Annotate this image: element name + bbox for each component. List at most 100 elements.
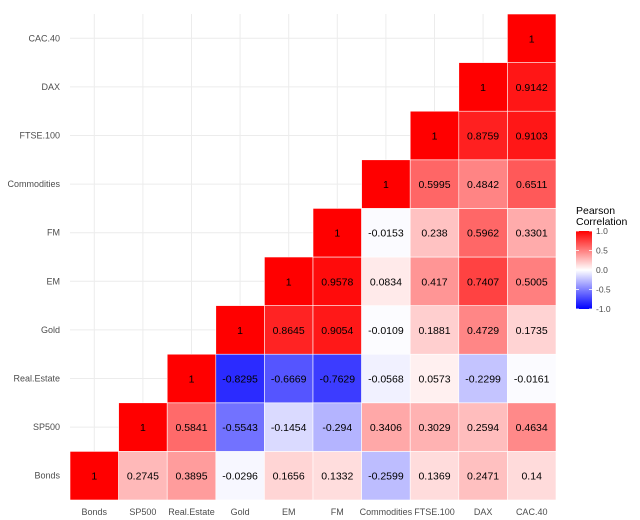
heatmap-cell <box>361 159 411 209</box>
x-tick-label: SP500 <box>129 507 156 517</box>
cell-value-label: -0.8295 <box>222 374 258 386</box>
heatmap-cell <box>409 208 460 258</box>
cell-value-label: 0.3406 <box>370 422 402 434</box>
cell-value-label: 0.2745 <box>127 471 159 483</box>
cell-value-label: 0.3029 <box>418 422 450 434</box>
y-tick-label: Bonds <box>34 471 60 481</box>
heatmap-cell <box>215 353 265 404</box>
heatmap-cell <box>507 110 557 161</box>
cell-value-label: 0.7407 <box>467 276 499 288</box>
heatmap-cell <box>264 305 314 355</box>
heatmap-cell <box>458 256 508 306</box>
cell-value-label: 0.5995 <box>418 179 450 191</box>
legend-title-line-1: Pearson <box>576 205 615 217</box>
heatmap-cell <box>166 402 217 452</box>
heatmap-cell <box>458 208 508 258</box>
x-axis-tick-labels: Bonds SP500 Real.Estate Gold EM FM Commodities… <box>82 507 548 517</box>
y-tick-label: EM <box>47 276 61 286</box>
cell-value-label: 0.1369 <box>418 471 450 483</box>
cell-value-label: 0.9054 <box>321 325 353 337</box>
cell-value-label: -0.0153 <box>368 228 404 240</box>
heatmap-cell <box>409 110 460 161</box>
legend-title-line-2: Correlation <box>576 216 628 228</box>
heatmap-cell <box>507 402 557 452</box>
heatmap-cell <box>69 451 119 501</box>
y-tick-label: FTSE.100 <box>19 131 60 141</box>
cell-value-label: 0.4729 <box>467 325 499 337</box>
cell-value-label: -0.0296 <box>222 471 258 483</box>
cell-value-label: -0.0161 <box>514 374 550 386</box>
heatmap-cells <box>69 13 557 501</box>
heatmap-cell <box>409 305 460 355</box>
x-tick-label: EM <box>282 507 296 517</box>
heatmap-cell <box>458 305 508 355</box>
cell-value-label: 0.5841 <box>175 422 207 434</box>
x-tick-label: FTSE.100 <box>414 507 455 517</box>
heatmap-cell <box>409 353 460 404</box>
heatmap-cell <box>118 451 168 501</box>
y-axis-tick-labels: Bonds SP500 Real.Estate Gold EM FM Commodities… <box>7 33 60 480</box>
cell-value-label: 0.14 <box>521 471 542 483</box>
cell-value-label: 0.8759 <box>467 131 499 143</box>
legend: Pearson Correlation 1.0 0.5 0.0 -0.5 -1.0 <box>576 205 628 314</box>
heatmap-cell <box>409 451 460 501</box>
cell-value-label: 1 <box>237 325 243 337</box>
legend-tick-label: 1.0 <box>596 226 608 236</box>
cell-value-label: -0.294 <box>322 422 352 434</box>
heatmap-cell <box>118 402 168 452</box>
legend-tick-label: 0.0 <box>596 265 608 275</box>
y-tick-label: Gold <box>41 325 60 335</box>
cell-value-label: 0.3301 <box>516 228 548 240</box>
heatmap-cell <box>458 402 508 452</box>
cell-value-label: 0.4634 <box>516 422 548 434</box>
cell-value-label: 1 <box>334 228 340 240</box>
cell-value-label: 1 <box>529 33 535 45</box>
cell-value-label: -0.2299 <box>465 374 501 386</box>
heatmap-cell <box>361 256 411 306</box>
cell-value-label: 0.1735 <box>516 325 548 337</box>
heatmap-cell <box>507 305 557 355</box>
cell-value-label: 0.1332 <box>321 471 353 483</box>
cell-value-label: 0.8645 <box>273 325 305 337</box>
cell-value-label: -0.1454 <box>271 422 307 434</box>
cell-value-label: 0.6511 <box>516 179 547 191</box>
heatmap-cell <box>264 353 314 404</box>
cell-value-label: -0.0109 <box>368 325 404 337</box>
cell-value-label: 0.4842 <box>467 179 499 191</box>
cell-value-label: 0.1881 <box>418 325 450 337</box>
heatmap-cell <box>409 256 460 306</box>
heatmap-cell <box>458 110 508 161</box>
heatmap-cell <box>507 353 557 404</box>
legend-color-bar <box>576 231 592 309</box>
heatmap-cell <box>215 305 265 355</box>
heatmap-cell <box>507 159 557 209</box>
heatmap-cell <box>361 208 411 258</box>
heatmap-cell <box>312 208 362 258</box>
x-tick-label: Bonds <box>82 507 108 517</box>
cell-value-label: 0.1656 <box>273 471 305 483</box>
heatmap-cell <box>458 353 508 404</box>
cell-value-label: 0.0573 <box>418 374 450 386</box>
cell-value-label: 0.9142 <box>516 82 548 94</box>
heatmap-cell <box>409 159 460 209</box>
heatmap-cell <box>507 13 557 63</box>
cell-value-label: 1 <box>189 374 195 386</box>
heatmap-cell <box>312 402 362 452</box>
x-tick-label: CAC.40 <box>516 507 548 517</box>
heatmap-cell <box>264 402 314 452</box>
y-tick-label: Real.Estate <box>13 374 60 384</box>
cell-value-label: 0.5005 <box>516 276 548 288</box>
heatmap-cell <box>166 353 217 404</box>
cell-value-label: 1 <box>286 276 292 288</box>
heatmap-cell <box>166 451 217 501</box>
cell-value-label: 1 <box>383 179 389 191</box>
cell-value-label: 0.2594 <box>467 422 499 434</box>
cell-value-label: 0.2471 <box>467 471 499 483</box>
heatmap-cell <box>215 402 265 452</box>
legend-tick-label: -1.0 <box>596 304 611 314</box>
cell-value-label: -0.7629 <box>319 374 355 386</box>
cell-value-label: 0.0834 <box>370 276 402 288</box>
cell-value-label: 0.417 <box>421 276 447 288</box>
x-tick-label: FM <box>331 507 344 517</box>
heatmap-cell <box>458 62 508 112</box>
